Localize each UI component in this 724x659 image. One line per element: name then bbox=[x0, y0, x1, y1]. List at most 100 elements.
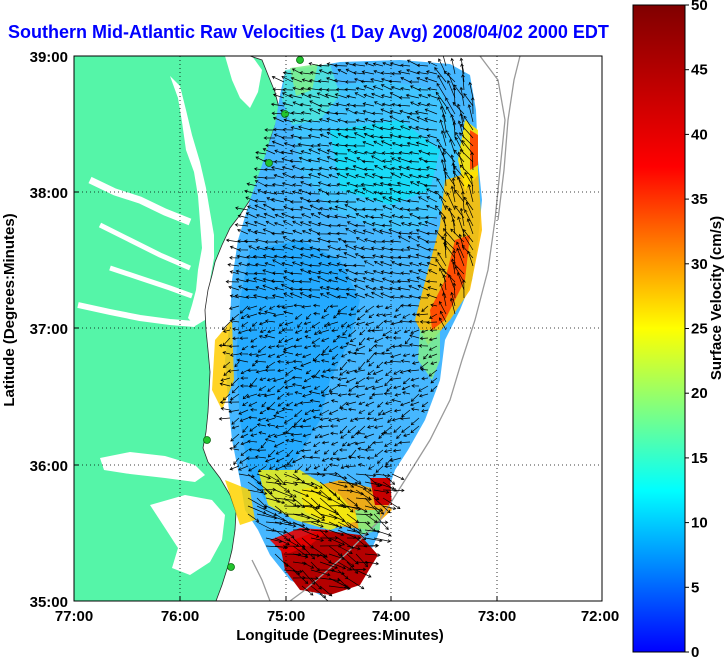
velocity-vector bbox=[249, 425, 258, 432]
velocity-vector bbox=[255, 213, 267, 219]
velocity-vector bbox=[452, 121, 457, 139]
velocity-vector bbox=[272, 259, 285, 267]
velocity-vector bbox=[370, 215, 384, 219]
velocity-vector bbox=[253, 277, 267, 283]
velocity-vector bbox=[391, 473, 405, 481]
velocity-vector bbox=[425, 70, 438, 75]
velocity-vector bbox=[442, 274, 447, 291]
velocity-vector bbox=[417, 269, 429, 275]
velocity-vector bbox=[354, 223, 366, 228]
velocity-vector bbox=[336, 254, 348, 259]
velocity-vector bbox=[397, 231, 411, 235]
velocity-vector bbox=[254, 204, 267, 211]
velocity-vector bbox=[252, 254, 267, 259]
velocity-vector bbox=[336, 172, 348, 179]
velocity-vector bbox=[451, 162, 456, 179]
velocity-vector bbox=[419, 361, 429, 369]
velocity-vector bbox=[310, 521, 324, 528]
velocity-vector bbox=[245, 295, 258, 299]
velocity-vector bbox=[418, 343, 429, 348]
velocity-vector bbox=[303, 345, 312, 350]
velocity-vector bbox=[459, 207, 465, 227]
velocity-vector bbox=[407, 254, 420, 259]
velocity-vector bbox=[254, 455, 267, 459]
velocity-vector bbox=[348, 407, 357, 412]
velocity-vector bbox=[258, 334, 267, 339]
velocity-vector bbox=[398, 165, 411, 171]
velocity-vector bbox=[294, 313, 303, 320]
velocity-vector bbox=[438, 317, 447, 331]
velocity-vector bbox=[391, 157, 402, 163]
velocity-vector bbox=[310, 497, 321, 508]
velocity-vector bbox=[394, 329, 402, 335]
velocity-vector bbox=[415, 141, 429, 147]
x-tick-label: 74:00 bbox=[372, 608, 410, 625]
velocity-vector bbox=[305, 465, 312, 471]
velocity-vector bbox=[400, 303, 411, 308]
velocity-vector bbox=[259, 329, 267, 333]
velocity-vector bbox=[418, 196, 429, 203]
velocity-vector bbox=[267, 385, 276, 392]
velocity-vector bbox=[257, 417, 267, 422]
velocity-vector bbox=[263, 190, 276, 195]
velocity-vector bbox=[345, 228, 357, 235]
velocity-vector bbox=[363, 150, 375, 155]
velocity-vector bbox=[330, 399, 339, 403]
velocity-vector bbox=[247, 368, 258, 373]
velocity-vector bbox=[390, 353, 402, 359]
delaware-bay bbox=[225, 56, 262, 108]
colorbar-tick-label: 45 bbox=[691, 62, 708, 79]
velocity-vector bbox=[389, 188, 402, 195]
velocity-vector bbox=[418, 149, 429, 155]
velocity-vector bbox=[345, 401, 357, 406]
velocity-vector bbox=[309, 253, 321, 259]
velocity-vector bbox=[410, 417, 420, 426]
velocity-vector bbox=[381, 351, 393, 355]
velocity-vector bbox=[266, 406, 276, 411]
velocity-vector bbox=[430, 303, 438, 307]
velocity-vector bbox=[259, 377, 267, 381]
velocity-vector bbox=[274, 213, 285, 219]
velocity-vector bbox=[416, 216, 429, 220]
velocity-vector bbox=[462, 233, 474, 251]
velocity-vector bbox=[282, 71, 294, 75]
velocity-vector bbox=[346, 577, 365, 590]
velocity-vector bbox=[346, 214, 357, 219]
velocity-vector bbox=[318, 63, 330, 68]
velocity-vector bbox=[417, 174, 429, 179]
velocity-vector bbox=[391, 261, 402, 267]
velocity-vector bbox=[231, 425, 240, 430]
velocity-vector bbox=[264, 368, 276, 373]
velocity-vector bbox=[423, 183, 438, 188]
velocity-vector bbox=[253, 271, 267, 276]
velocity-vector bbox=[428, 345, 438, 351]
velocity-vector bbox=[364, 448, 375, 452]
velocity-vector bbox=[398, 150, 411, 155]
velocity-vector bbox=[274, 473, 286, 486]
velocity-vector bbox=[267, 353, 276, 358]
velocity-vector bbox=[301, 481, 319, 490]
velocity-vector bbox=[416, 191, 429, 195]
velocity-vector bbox=[416, 77, 429, 83]
velocity-vector bbox=[346, 481, 367, 491]
velocity-vector bbox=[330, 424, 339, 428]
velocity-vector bbox=[280, 150, 294, 155]
velocity-vector bbox=[356, 313, 366, 321]
velocity-vector bbox=[389, 109, 402, 115]
velocity-vector bbox=[355, 553, 369, 568]
velocity-vector bbox=[289, 271, 303, 276]
velocity-vector bbox=[313, 359, 321, 363]
velocity-vector bbox=[417, 87, 429, 92]
velocity-vector bbox=[408, 80, 420, 84]
velocity-vector bbox=[421, 376, 429, 381]
velocity-vector bbox=[311, 337, 321, 344]
velocity-vector bbox=[321, 457, 330, 462]
velocity-vector bbox=[380, 270, 393, 275]
velocity-vector bbox=[344, 200, 357, 204]
velocity-vector bbox=[398, 343, 411, 348]
velocity-vector bbox=[373, 529, 392, 537]
velocity-vector bbox=[301, 489, 322, 495]
velocity-vector bbox=[308, 277, 321, 283]
velocity-vector bbox=[408, 125, 420, 131]
velocity-vector bbox=[373, 520, 389, 525]
